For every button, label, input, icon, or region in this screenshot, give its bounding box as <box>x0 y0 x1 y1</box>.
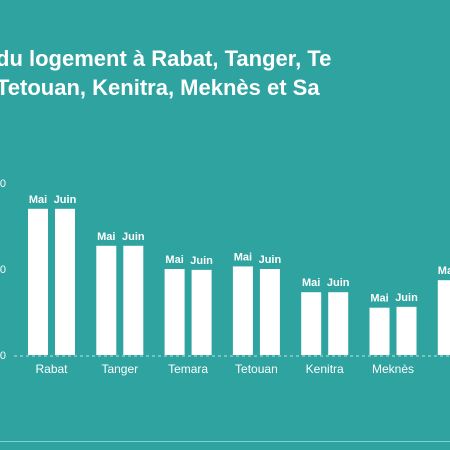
x-tick-label: Tetouan <box>235 362 278 376</box>
y-tick-label: 0 <box>0 350 6 362</box>
x-tick-label: Kenitra <box>306 362 344 376</box>
bar-series-label: Mai <box>302 277 320 289</box>
bar-series-label: Juin <box>327 277 350 289</box>
bar-series-label: Mai <box>29 194 47 206</box>
bar-juin <box>328 292 349 355</box>
bar-juin <box>55 208 75 355</box>
bar-series-label: Juin <box>259 254 282 266</box>
bar-series-label: Mai <box>234 251 252 263</box>
x-tick-label: Rabat <box>35 362 68 376</box>
bar-partial <box>437 280 450 355</box>
bar-juin <box>259 269 280 355</box>
bottom-divider <box>0 441 450 442</box>
bar-juin <box>191 269 212 355</box>
chart-title-line-2: Tetouan, Kenitra, Meknès et Sa <box>0 75 320 100</box>
bar-mai <box>164 269 185 355</box>
bar-mai <box>28 208 48 355</box>
x-tick-label: Temara <box>168 362 208 376</box>
bar-series-label: Juin <box>190 255 213 267</box>
bar-series-label: Ma <box>438 265 450 277</box>
bar-series-label: Mai <box>370 293 388 305</box>
bar-mai <box>369 307 390 355</box>
bar-series-label: Mai <box>97 231 115 243</box>
bar-juin <box>396 306 417 355</box>
bar-series-label: Juin <box>122 231 145 243</box>
y-tick-label: 0 <box>0 178 6 190</box>
chart-title-line-1: du logement à Rabat, Tanger, Te <box>0 46 332 71</box>
bar-mai <box>96 245 117 355</box>
bar-series-label: Juin <box>395 292 418 304</box>
bar-series-label: Mai <box>165 254 183 266</box>
bar-mai <box>301 292 322 355</box>
x-tick-label: Tanger <box>101 362 138 376</box>
bar-juin <box>123 245 144 355</box>
x-tick-label: Meknès <box>372 362 414 376</box>
bar-mai <box>232 266 253 355</box>
y-tick-label: 0 <box>0 264 6 276</box>
bar-series-label: Juin <box>54 194 77 206</box>
